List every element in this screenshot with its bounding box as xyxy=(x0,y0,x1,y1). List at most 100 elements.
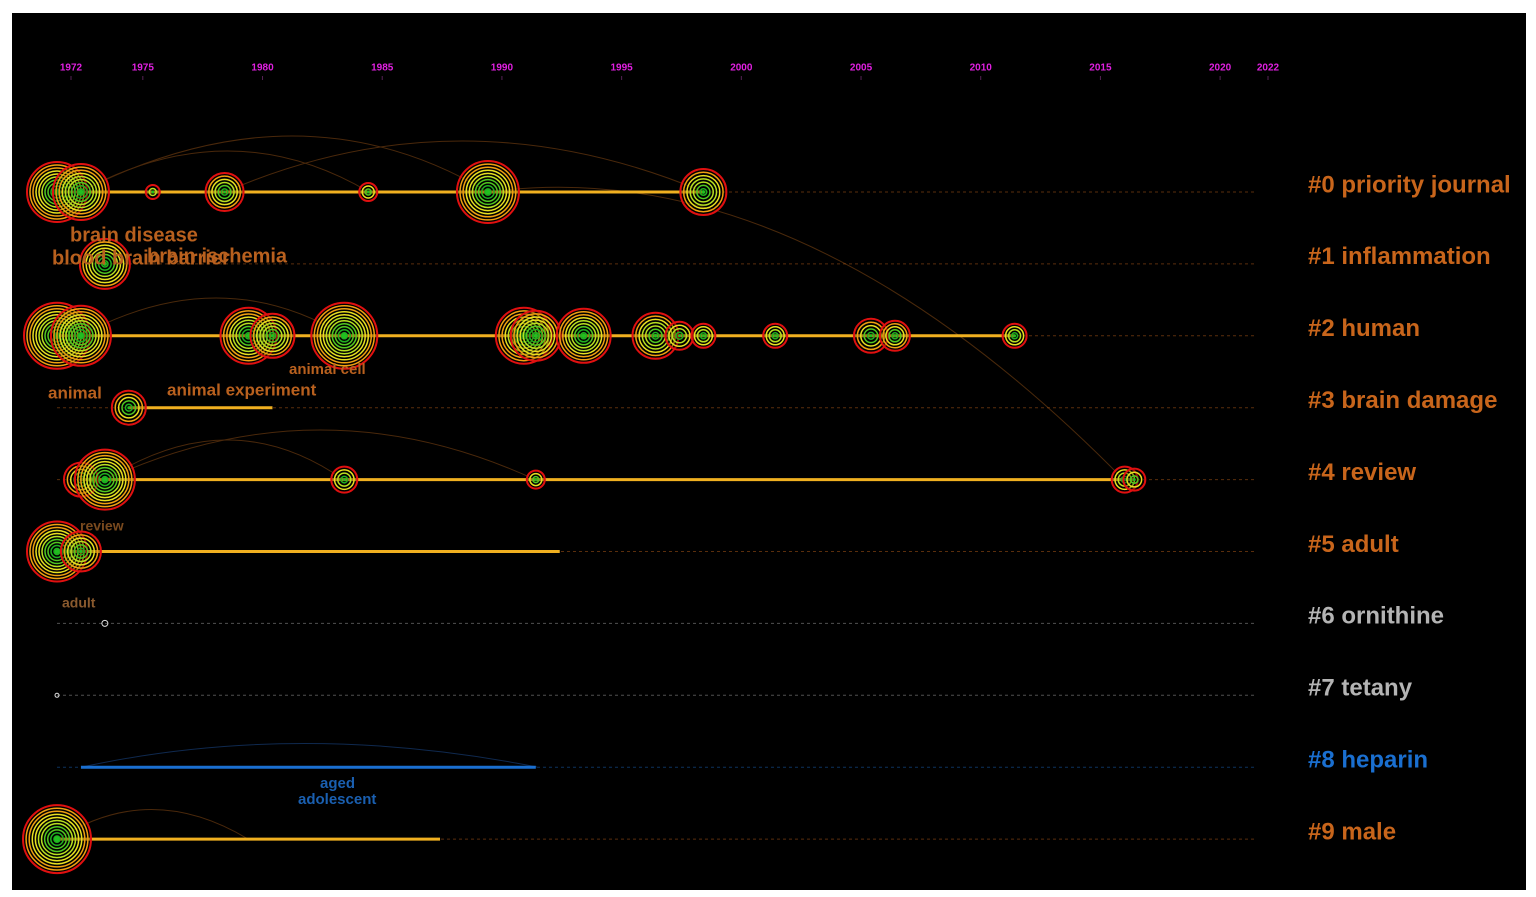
node-ring xyxy=(53,835,61,843)
node-ring xyxy=(1129,475,1139,485)
node xyxy=(509,309,562,362)
cluster-label: #4 review xyxy=(1308,459,1416,486)
node-ring xyxy=(693,326,714,346)
cluster-label: #7 tetany xyxy=(1308,675,1413,702)
node-ring xyxy=(675,331,684,341)
node-core xyxy=(773,334,777,338)
node-ring xyxy=(337,329,352,343)
node-ring xyxy=(77,332,85,340)
node xyxy=(249,312,296,359)
node-ring xyxy=(44,538,70,565)
node-ring xyxy=(98,472,112,487)
node xyxy=(78,237,131,290)
node-label: review xyxy=(80,518,124,534)
node-ring xyxy=(232,319,265,353)
arc xyxy=(81,743,538,768)
node-ring xyxy=(85,244,125,284)
node-ring xyxy=(696,184,711,200)
node-core xyxy=(223,190,227,194)
node-label: adolescent xyxy=(298,791,376,808)
node-core xyxy=(54,549,60,554)
node-ring xyxy=(333,469,355,491)
node-ring xyxy=(53,188,61,196)
node-ring xyxy=(244,331,253,340)
node-core xyxy=(893,334,897,338)
node-ring xyxy=(82,241,128,287)
x-tick-label: 2020 xyxy=(1209,63,1232,74)
node-ring xyxy=(101,260,109,268)
node-ring xyxy=(255,319,289,353)
arc xyxy=(79,297,346,337)
node-ring xyxy=(37,819,77,859)
node-ring xyxy=(50,832,64,847)
node-ring xyxy=(484,188,492,196)
node-ring xyxy=(220,188,229,196)
node-ring xyxy=(88,247,122,281)
cluster-label: #1 inflammation xyxy=(1308,243,1491,270)
node-ring xyxy=(686,174,721,210)
node-ring xyxy=(64,175,98,209)
node-ring xyxy=(316,308,373,364)
node-ring xyxy=(25,807,89,871)
arc xyxy=(79,135,489,193)
node-ring xyxy=(519,319,553,353)
x-tick-label: 1975 xyxy=(132,63,155,74)
node xyxy=(219,306,278,365)
node-ring xyxy=(528,328,543,343)
node-ring xyxy=(268,331,277,340)
node-core xyxy=(102,261,107,266)
node-core xyxy=(653,333,658,338)
node-ring xyxy=(62,317,100,355)
node-ring xyxy=(465,169,511,215)
node-ring xyxy=(522,322,550,350)
node xyxy=(51,163,110,221)
node-ring xyxy=(888,329,902,343)
node-label: blood brain barrier xyxy=(52,247,230,269)
node-ring xyxy=(259,322,286,350)
node-ring xyxy=(340,475,349,484)
node-circle xyxy=(101,619,109,627)
node xyxy=(762,322,789,349)
node xyxy=(852,317,889,354)
node-ring xyxy=(73,544,89,559)
node xyxy=(455,160,520,224)
node-ring xyxy=(525,325,546,346)
node-ring xyxy=(262,325,283,346)
node-ring xyxy=(529,472,543,487)
node-ring xyxy=(361,185,375,199)
node-ring xyxy=(217,184,232,200)
node-ring xyxy=(866,331,876,340)
node-ring xyxy=(235,322,262,349)
node-ring xyxy=(34,816,80,862)
node-ring xyxy=(114,393,144,423)
node xyxy=(1001,322,1028,349)
citation-arcs xyxy=(57,135,1125,840)
node-ring xyxy=(768,329,782,343)
node-ring xyxy=(124,403,133,412)
node-ring xyxy=(648,328,663,344)
node-circle xyxy=(54,692,60,698)
node xyxy=(358,182,379,202)
node-ring xyxy=(579,332,588,340)
node-label: animal experiment xyxy=(167,380,317,399)
node-ring xyxy=(74,329,88,343)
node-ring xyxy=(229,316,268,356)
node-ring xyxy=(468,172,508,212)
node xyxy=(310,301,379,370)
cluster-label: #9 male xyxy=(1308,818,1396,845)
node-ring xyxy=(70,181,92,203)
node-ring xyxy=(885,326,905,346)
node-core xyxy=(677,334,681,338)
node-ring xyxy=(148,187,158,197)
node-core xyxy=(485,189,491,195)
cluster-label: #5 adult xyxy=(1308,531,1399,558)
node-ring xyxy=(459,163,517,221)
node-ring xyxy=(71,326,91,346)
node-ring xyxy=(1004,326,1025,346)
node xyxy=(679,168,728,216)
node-label: brain disease xyxy=(70,224,198,246)
node xyxy=(73,448,136,511)
node-ring xyxy=(532,475,540,484)
node-ring xyxy=(573,326,594,346)
